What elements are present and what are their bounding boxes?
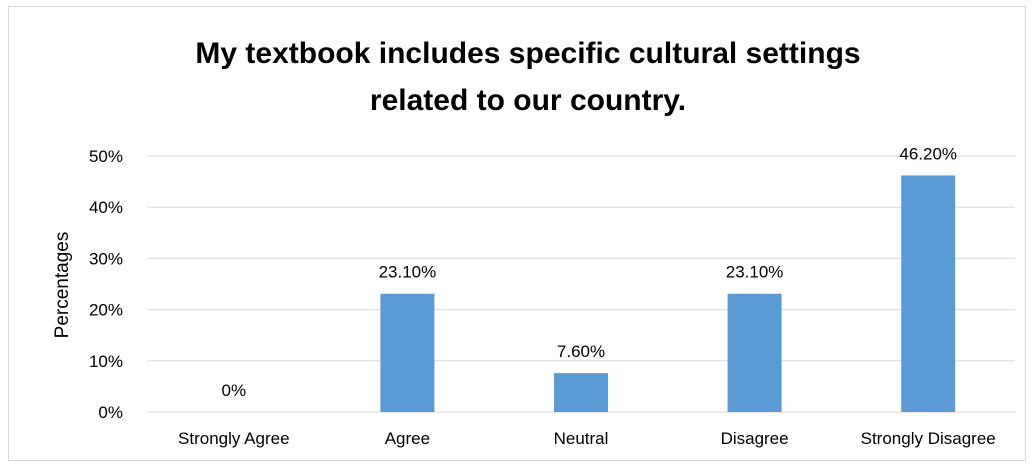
y-tick-label: 10% bbox=[89, 352, 123, 371]
y-tick-label: 40% bbox=[89, 198, 123, 217]
x-tick-label: Strongly Disagree bbox=[861, 429, 996, 448]
bar-3 bbox=[727, 293, 782, 412]
y-tick-label: 20% bbox=[89, 301, 123, 320]
data-label: 23.10% bbox=[379, 263, 437, 282]
x-tick-label: Neutral bbox=[554, 429, 609, 448]
data-label: 23.10% bbox=[726, 263, 784, 282]
y-axis-label: Percentages bbox=[52, 232, 73, 339]
gridlines bbox=[147, 155, 1015, 413]
y-tick-labels: 0% 10% 20% 30% 40% 50% bbox=[89, 147, 123, 422]
bar-4 bbox=[901, 175, 956, 412]
y-tick-label: 30% bbox=[89, 249, 123, 268]
data-label: 7.60% bbox=[557, 342, 605, 361]
chart-title-line-1: My textbook includes specific cultural s… bbox=[195, 37, 860, 70]
data-label: 46.20% bbox=[899, 144, 957, 163]
x-tick-label: Disagree bbox=[721, 429, 789, 448]
y-tick-label: 0% bbox=[98, 403, 123, 422]
chart-title-line-2: related to our country. bbox=[370, 84, 686, 117]
y-tick-label: 50% bbox=[89, 147, 123, 166]
x-tick-label: Strongly Agree bbox=[178, 429, 290, 448]
bar-1 bbox=[380, 293, 435, 412]
x-tick-labels: Strongly Agree Agree Neutral Disagree Strong… bbox=[178, 429, 996, 448]
chart-frame bbox=[8, 6, 1026, 461]
data-labels: 0% 23.10% 7.60% 23.10% 46.20% bbox=[222, 144, 958, 400]
bars bbox=[380, 175, 956, 412]
x-tick-label: Agree bbox=[385, 429, 430, 448]
bar-2 bbox=[554, 373, 608, 412]
data-label: 0% bbox=[222, 381, 247, 400]
